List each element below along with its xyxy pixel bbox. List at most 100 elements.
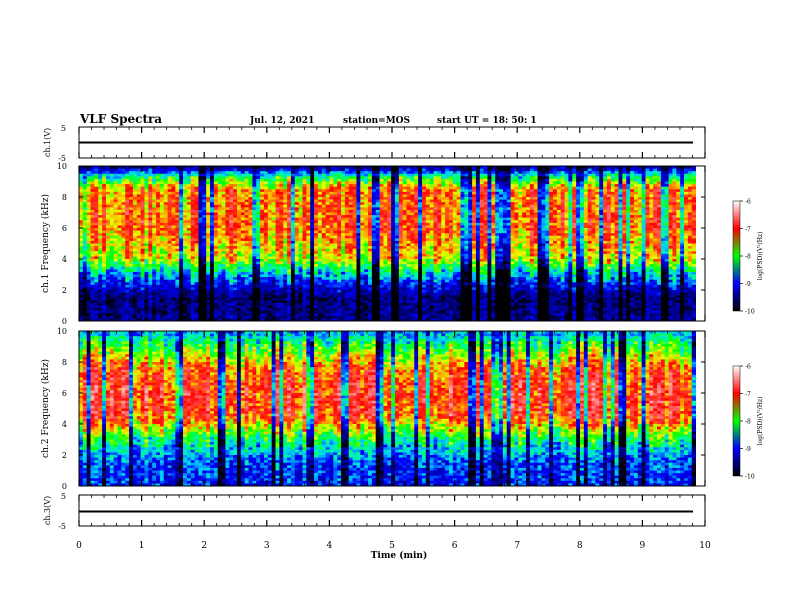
ch1-spectrogram-cell — [179, 238, 183, 241]
ch1-spectrogram-cell — [179, 210, 183, 213]
ch1-spectrogram-cell — [114, 200, 118, 203]
ch1-spectrogram-cell — [183, 264, 187, 267]
ch1-spectrogram-cell — [79, 202, 83, 205]
ch1-spectrogram-cell — [94, 298, 98, 301]
ch1-spectrogram-cell — [91, 300, 95, 303]
ch1-spectrogram-cell — [133, 189, 137, 192]
ch1-spectrogram-cell — [160, 215, 164, 218]
ch1-spectrogram-cell — [106, 176, 110, 179]
ch1-spectrogram-cell — [179, 194, 183, 197]
ch1-spectrogram-cell — [98, 256, 102, 259]
ch1-spectrogram-cell — [125, 184, 129, 187]
ch1-spectrogram-cell — [129, 241, 133, 244]
ch1-spectrogram-cell — [110, 259, 114, 262]
ch1-spectrogram-cell — [114, 218, 118, 221]
ch1-spectrogram-cell — [179, 182, 183, 185]
ch1-spectrogram-cell — [94, 194, 98, 197]
ch1-spectrogram-cell — [148, 171, 152, 174]
ch1-spectrogram-cell — [87, 254, 91, 257]
ch1-spectrogram-cell — [125, 220, 129, 223]
ch1-spectrogram-cell — [94, 236, 98, 239]
ch1-spectrogram-cell — [98, 220, 102, 223]
ch1-spectrogram-cell — [102, 182, 106, 185]
ch1-spectrogram-cell — [160, 311, 164, 314]
ch1-spectrogram-cell — [164, 182, 168, 185]
ch1-spectrogram-cell — [114, 256, 118, 259]
ch1-spectrogram-cell — [118, 311, 122, 314]
ch1-spectrogram-cell — [164, 169, 168, 172]
ch1-spectrogram-cell — [121, 308, 125, 311]
ch1-spectrogram-cell — [156, 308, 160, 311]
ch1-spectrogram-cell — [106, 251, 110, 254]
ch1-spectrogram-cell — [79, 311, 83, 314]
ch1-spectrogram-cell — [91, 205, 95, 208]
ch1-spectrogram-cell — [129, 231, 133, 234]
ch1-spectrogram-cell — [171, 233, 175, 236]
ch1-spectrogram-cell — [171, 311, 175, 314]
ch1-spectrogram-cell — [110, 169, 114, 172]
ch1-spectrogram-cell — [118, 200, 122, 203]
ch1-spectrogram-cell — [91, 246, 95, 249]
ch1-spectrogram-cell — [164, 241, 168, 244]
ch1-spectrogram-cell — [83, 269, 87, 272]
ch1-spectrogram-cell — [168, 272, 172, 275]
ch1-spectrogram-cell — [102, 228, 106, 231]
ch1-spectrogram-cell — [183, 210, 187, 213]
ch1-spectrogram-cell — [179, 316, 183, 319]
ch1-spectrogram-cell — [125, 267, 129, 270]
ch1-spectrogram-cell — [102, 169, 106, 172]
ch1-spectrogram-cell — [133, 244, 137, 247]
ch1-spectrogram-cell — [133, 272, 137, 275]
ch1-spectrogram-cell — [118, 244, 122, 247]
ch1-spectrogram-cell — [114, 275, 118, 278]
ch1-spectrogram-cell — [145, 231, 149, 234]
ch1-spectrogram-cell — [114, 308, 118, 311]
ch1-spectrogram-cell — [79, 223, 83, 226]
ch1-spectrogram-cell — [121, 238, 125, 241]
ch1-spectrogram-cell — [129, 210, 133, 213]
ch1-spectrogram-cell — [121, 228, 125, 231]
ch1-spectrogram-cell — [145, 298, 149, 301]
ch1-spectrogram-cell — [171, 267, 175, 270]
ch1-spectrogram-cell — [129, 300, 133, 303]
ch1-spectrogram-cell — [133, 277, 137, 280]
ch1-spectrogram-cell — [137, 174, 141, 177]
ch1-spectrogram-cell — [183, 225, 187, 228]
ch1-spectrogram-cell — [98, 210, 102, 213]
ch1-spectrogram-cell — [83, 308, 87, 311]
ch1-spectrogram-cell — [152, 171, 156, 174]
ch1-spectrogram-cell — [168, 300, 172, 303]
ch1-spectrogram-cell — [110, 238, 114, 241]
ch1-spectrogram-cell — [118, 280, 122, 283]
ch1-spectrogram-cell — [79, 200, 83, 203]
ch1-spectrogram-cell — [171, 308, 175, 311]
ch1-spectrogram-cell — [98, 303, 102, 306]
ch1-spectrogram-cell — [164, 213, 168, 216]
ch1-spectrogram-cell — [164, 256, 168, 259]
ch1-spectrogram-cell — [160, 300, 164, 303]
ch1-spectrogram-cell — [118, 272, 122, 275]
ch1-spectrogram-cell — [175, 308, 179, 311]
ch1-spectrogram-cell — [148, 218, 152, 221]
ch1-spectrogram-cell — [133, 182, 137, 185]
ch1-spectrogram-cell — [171, 246, 175, 249]
ch1-spectrogram-cell — [94, 249, 98, 252]
ch1-spectrogram-cell — [98, 218, 102, 221]
ch1-spectrogram-cell — [102, 238, 106, 241]
ch1-spectrogram-cell — [83, 306, 87, 309]
ch1-spectrogram-cell — [94, 189, 98, 192]
ch1-spectrogram-cell — [179, 205, 183, 208]
ch1-spectrogram-cell — [102, 249, 106, 252]
ch1-spectrogram-cell — [98, 233, 102, 236]
ch1-spectrogram-cell — [118, 215, 122, 218]
ch1-spectrogram-cell — [137, 293, 141, 296]
ch1-spectrogram-cell — [168, 207, 172, 210]
ch1-spectrogram-cell — [125, 205, 129, 208]
ch1-spectrogram-cell — [79, 269, 83, 272]
ch1-spectrogram-cell — [152, 241, 156, 244]
ch1-spectrogram-cell — [179, 262, 183, 265]
ch1-spectrogram-cell — [118, 236, 122, 239]
ch1-spectrogram-cell — [164, 205, 168, 208]
ch1-spectrogram-cell — [171, 272, 175, 275]
ch1-spectrogram-cell — [164, 215, 168, 218]
